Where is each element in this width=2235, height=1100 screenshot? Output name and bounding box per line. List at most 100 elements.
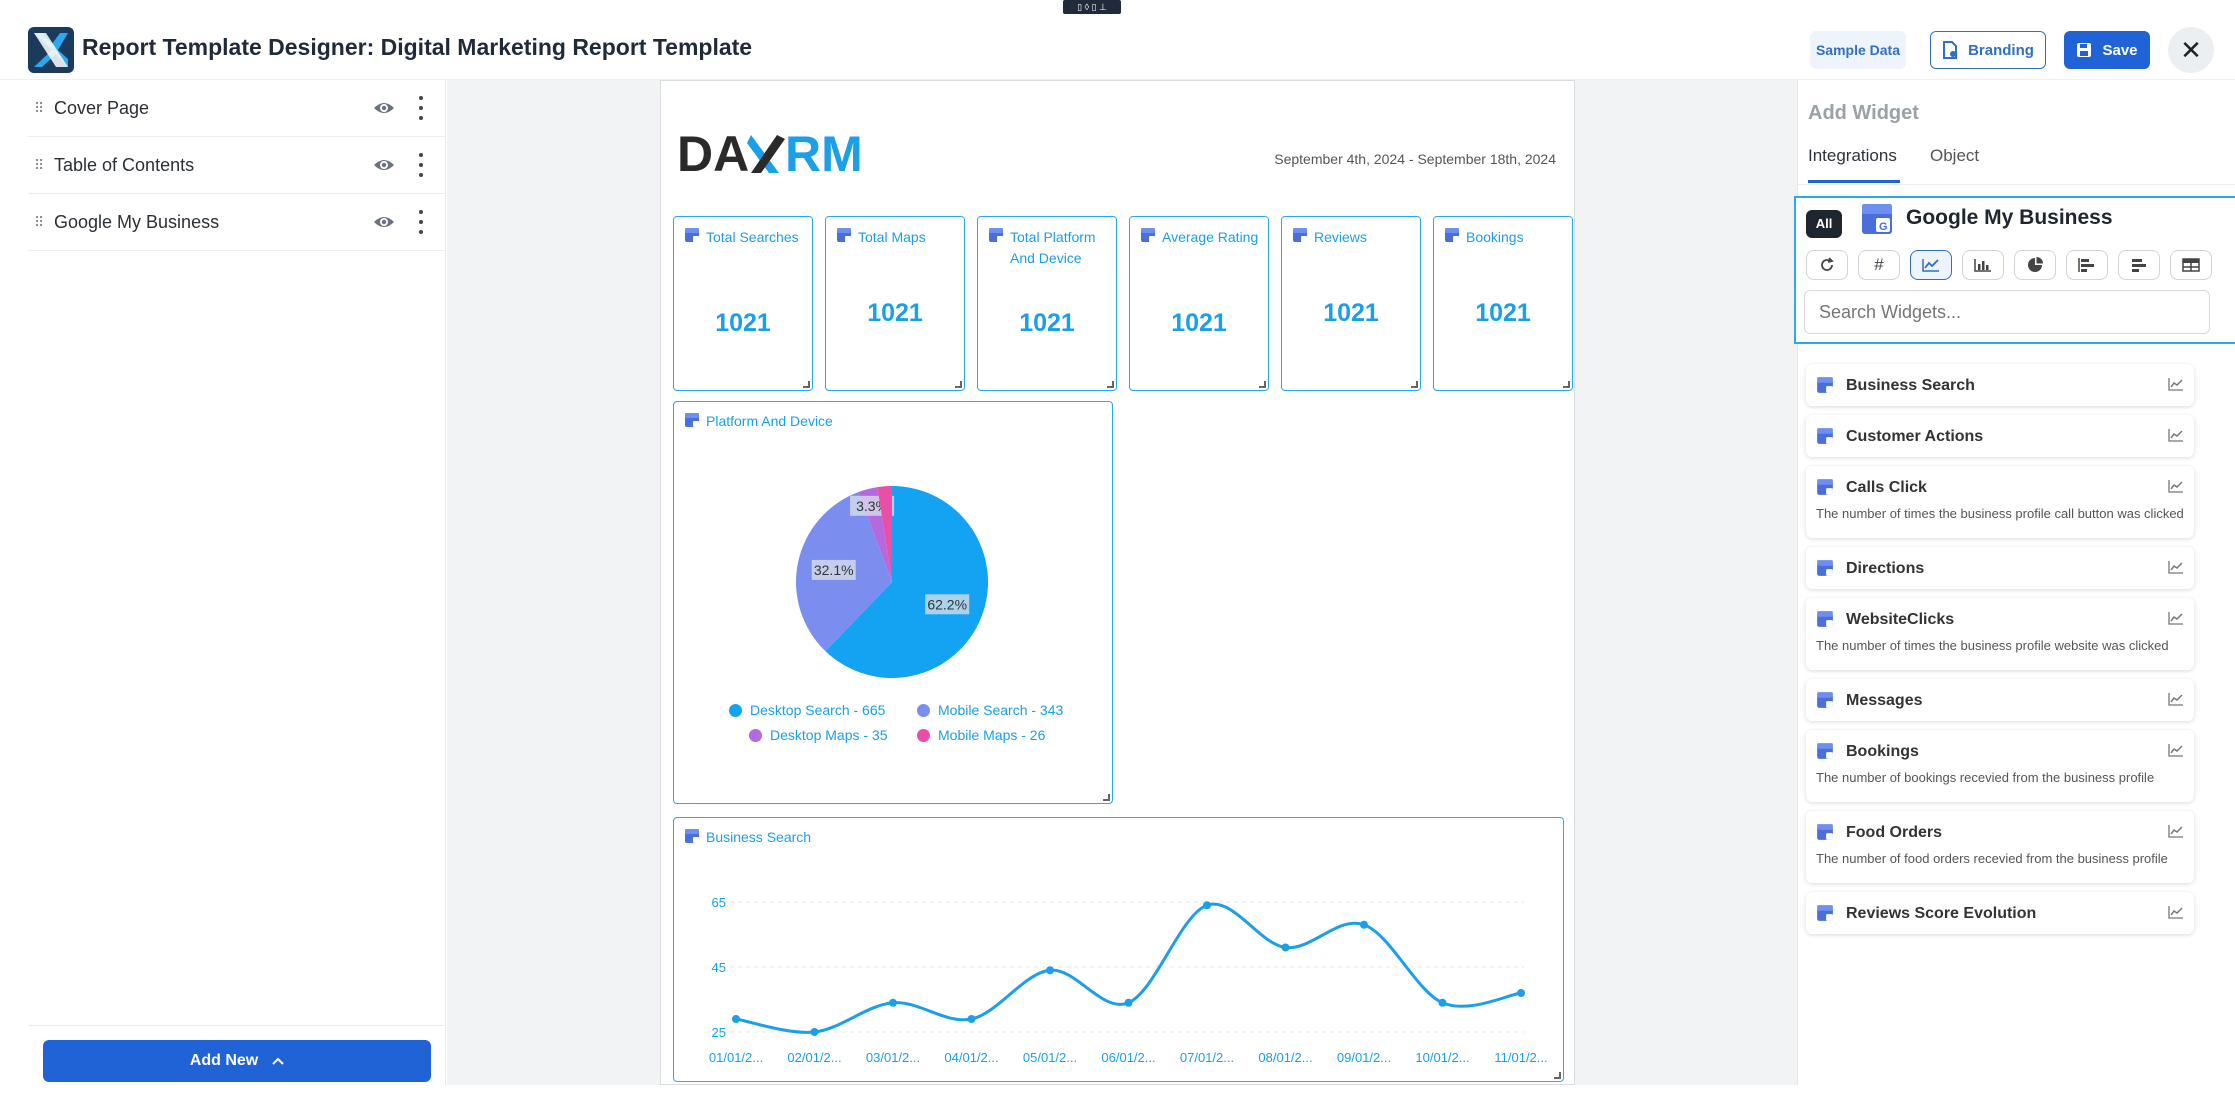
stat-card[interactable]: Reviews 1021 bbox=[1281, 216, 1421, 391]
branding-button[interactable]: Branding bbox=[1930, 31, 2046, 69]
widget-list-item[interactable]: Directions bbox=[1806, 547, 2194, 589]
save-icon bbox=[2077, 43, 2092, 57]
data-label: 62.2% bbox=[927, 596, 967, 612]
legend-item[interactable]: Desktop Maps - 35 bbox=[749, 727, 888, 743]
drag-handle-icon[interactable]: ⠿ bbox=[34, 100, 46, 116]
tab-integrations[interactable]: Integrations bbox=[1808, 146, 1897, 165]
gmb-icon bbox=[1817, 692, 1833, 708]
stat-value: 1021 bbox=[1019, 309, 1075, 337]
filter-table-button[interactable] bbox=[2170, 250, 2212, 280]
legend-swatch bbox=[917, 703, 930, 717]
data-label: 32.1% bbox=[814, 562, 854, 578]
add-widget-panel: Add Widget Integrations Object All G Goo… bbox=[1794, 80, 2235, 1085]
sidebar-item-section[interactable]: ⠿ Cover Page bbox=[28, 80, 445, 137]
filter-horizontal-bar-button[interactable] bbox=[2118, 250, 2160, 280]
stat-card[interactable]: Total Maps 1021 bbox=[825, 216, 965, 391]
x-tick-label: 09/01/2... bbox=[1337, 1050, 1391, 1065]
tab-object[interactable]: Object bbox=[1930, 146, 1980, 165]
line-chart-icon bbox=[2168, 825, 2183, 838]
legend-item[interactable]: Mobile Search - 343 bbox=[917, 702, 1063, 718]
resize-handle[interactable] bbox=[955, 381, 962, 388]
stat-card[interactable]: Average Rating 1021 bbox=[1129, 216, 1269, 391]
sidebar-item-section[interactable]: ⠿ Table of Contents bbox=[28, 137, 445, 194]
more-options-icon[interactable] bbox=[418, 153, 424, 177]
stat-value: 1021 bbox=[1171, 309, 1227, 337]
widget-description: The number of times the business profile… bbox=[1816, 506, 2184, 521]
close-icon: ✕ bbox=[2180, 34, 2202, 65]
data-point[interactable] bbox=[889, 998, 897, 1007]
widget-name: Customer Actions bbox=[1846, 428, 1984, 445]
data-point[interactable] bbox=[1281, 943, 1290, 952]
gmb-icon bbox=[837, 228, 851, 242]
legend-swatch bbox=[917, 728, 930, 742]
widget-list-item[interactable]: Customer Actions bbox=[1806, 415, 2194, 457]
widget-list-item[interactable]: Food Orders The number of food orders rec… bbox=[1806, 811, 2194, 883]
platform-device-widget[interactable]: Platform And Device 62.2% 32.1% 3.3% Deskt… bbox=[673, 401, 1113, 804]
drag-handle-icon[interactable]: ⠿ bbox=[34, 157, 46, 173]
widget-list-item[interactable]: Calls Click The number of times the busin… bbox=[1806, 466, 2194, 538]
filter-column-chart-button[interactable] bbox=[2066, 250, 2108, 280]
toolbar-pill[interactable]: ▯ ◊ ▯ ⊥ bbox=[1063, 0, 1121, 14]
resize-handle[interactable] bbox=[1259, 381, 1266, 388]
widget-name: Business Search bbox=[1846, 377, 1975, 394]
more-options-icon[interactable] bbox=[418, 210, 424, 234]
data-point[interactable] bbox=[967, 1015, 976, 1023]
data-point[interactable] bbox=[1438, 998, 1447, 1007]
series-line[interactable] bbox=[735, 902, 1522, 1034]
eye-icon[interactable] bbox=[373, 99, 395, 117]
more-options-icon[interactable] bbox=[418, 96, 424, 120]
resize-handle[interactable] bbox=[803, 381, 810, 388]
stat-card[interactable]: Total Searches 1021 bbox=[673, 216, 813, 391]
stat-card[interactable]: Total Platform And Device 1021 bbox=[977, 216, 1117, 391]
resize-handle[interactable] bbox=[1554, 1072, 1561, 1079]
data-point[interactable] bbox=[1517, 989, 1525, 997]
widget-list-item[interactable]: Messages bbox=[1806, 679, 2194, 721]
line-chart-icon bbox=[2168, 429, 2183, 442]
eye-icon[interactable] bbox=[373, 213, 395, 231]
filter-line-chart-button[interactable] bbox=[1910, 250, 1952, 280]
pie-slice[interactable] bbox=[877, 486, 892, 582]
integration-filter-box: All G Google My Business # bbox=[1794, 196, 2235, 344]
data-point[interactable] bbox=[1203, 901, 1211, 910]
gmb-icon bbox=[1817, 824, 1833, 840]
svg-text:RM: RM bbox=[785, 127, 863, 182]
data-point[interactable] bbox=[810, 1028, 819, 1036]
data-point[interactable] bbox=[1124, 998, 1133, 1007]
business-search-widget[interactable]: Business Search 25 45 65 01/01/2... 02/01/2.… bbox=[673, 817, 1564, 1082]
close-button[interactable]: ✕ bbox=[2168, 27, 2214, 73]
filter-pie-chart-button[interactable] bbox=[2014, 250, 2056, 280]
resize-handle[interactable] bbox=[1411, 381, 1418, 388]
drag-handle-icon[interactable]: ⠿ bbox=[34, 214, 46, 230]
data-point[interactable] bbox=[1360, 920, 1368, 929]
resize-handle[interactable] bbox=[1103, 794, 1110, 801]
stat-card[interactable]: Bookings 1021 bbox=[1433, 216, 1573, 391]
pie-chart: 62.2%32.1%3.3% bbox=[796, 486, 988, 678]
data-point[interactable] bbox=[1046, 966, 1054, 975]
resize-handle[interactable] bbox=[1107, 381, 1114, 388]
data-point[interactable] bbox=[732, 1015, 740, 1023]
widget-list-item[interactable]: Reviews Score Evolution bbox=[1806, 892, 2194, 934]
sidebar-item-section[interactable]: ⠿ Google My Business bbox=[28, 194, 445, 251]
resize-handle[interactable] bbox=[1563, 381, 1570, 388]
add-new-button[interactable]: Add New bbox=[43, 1040, 431, 1082]
widget-list-item[interactable]: Business Search bbox=[1806, 364, 2194, 406]
save-button[interactable]: Save bbox=[2064, 31, 2150, 69]
search-widgets-input[interactable] bbox=[1804, 290, 2210, 334]
widget-name: Bookings bbox=[1846, 743, 1919, 760]
legend-item[interactable]: Mobile Maps - 26 bbox=[917, 727, 1045, 743]
widget-list-item[interactable]: WebsiteClicks The number of times the bus… bbox=[1806, 598, 2194, 670]
filter-refresh-button[interactable] bbox=[1806, 250, 1848, 280]
filter-bar-chart-button[interactable] bbox=[1962, 250, 2004, 280]
x-tick-label: 06/01/2... bbox=[1101, 1050, 1155, 1065]
legend-label: Desktop Maps - 35 bbox=[770, 727, 888, 743]
legend-item[interactable]: Desktop Search - 665 bbox=[729, 702, 885, 718]
report-date-range: September 4th, 2024 - September 18th, 20… bbox=[1274, 151, 1556, 167]
stat-title: Total Maps bbox=[858, 229, 926, 245]
pie-slice[interactable] bbox=[825, 486, 988, 678]
filter-hash-button[interactable]: # bbox=[1858, 250, 1900, 280]
all-filter-button[interactable]: All bbox=[1806, 210, 1842, 238]
eye-icon[interactable] bbox=[373, 156, 395, 174]
widget-list-item[interactable]: Bookings The number of bookings recevied … bbox=[1806, 730, 2194, 802]
line-chart-icon bbox=[1922, 258, 1940, 272]
sample-data-button[interactable]: Sample Data bbox=[1810, 31, 1906, 69]
